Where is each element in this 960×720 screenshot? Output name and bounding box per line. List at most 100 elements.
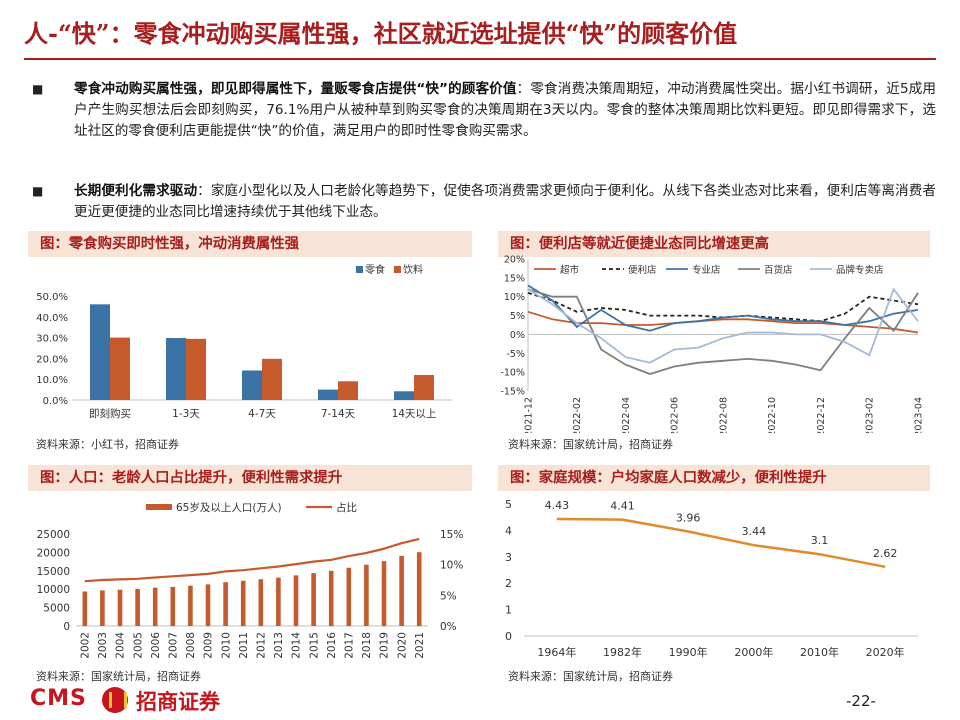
y-tick-label: 10000 bbox=[37, 584, 70, 596]
x-tick-label: 2021-12 bbox=[523, 397, 534, 433]
x-tick-label: 2006 bbox=[150, 632, 162, 659]
panel-header-snack-timing: 图：零食购买即时性强，冲动消费属性强 bbox=[28, 231, 472, 257]
bar-2011 bbox=[240, 580, 246, 626]
bar-零食-14天以上 bbox=[394, 391, 414, 400]
bullet-convenience-demand: ■ 长期便利化需求驱动：家庭小型化以及人口老龄化等趋势下，促使各项消费需求更倾向… bbox=[24, 181, 936, 227]
source-note-store-growth: 资料来源：国家统计局，招商证券 bbox=[508, 438, 673, 451]
legend-label-品牌专卖店: 品牌专卖店 bbox=[836, 264, 884, 276]
chart-snack-timing: 0.0% 10.0% 20.0% 30.0% 40.0% 50.0% 即刻购买 1-3天 4-7… bbox=[36, 263, 452, 420]
legend-swatch-零食 bbox=[356, 266, 363, 273]
source-note-aging-population: 资料来源：国家统计局，招商证券 bbox=[36, 670, 201, 683]
x-tick-label: 2022-06 bbox=[670, 397, 681, 433]
x-tick-label: 7-14天 bbox=[321, 408, 356, 420]
bar-饮料-4-7天 bbox=[262, 358, 282, 400]
x-tick-label: 2013 bbox=[273, 632, 285, 659]
data-label: 4.43 bbox=[545, 499, 570, 512]
panel-header-store-growth: 图：便利店等就近便捷业态同比增速更高 bbox=[498, 231, 930, 257]
x-tick-label: 2002 bbox=[79, 632, 91, 659]
x-tick-label: 2010 bbox=[220, 632, 232, 659]
y-tick-label: 15000 bbox=[37, 566, 70, 578]
y-tick-label: 20000 bbox=[37, 547, 70, 559]
y-tick-label: 30.0% bbox=[36, 334, 68, 345]
legend-swatch-饮料 bbox=[394, 266, 401, 273]
series-line-超市 bbox=[527, 310, 919, 334]
legend-label-专业店: 专业店 bbox=[692, 264, 721, 276]
x-tick-label: 2020年 bbox=[866, 645, 905, 659]
brand-logo: CMS 招商证券 bbox=[30, 684, 260, 714]
data-label: 3.44 bbox=[742, 525, 767, 538]
bullet-bold-lead: 零食冲动购买属性强，即见即得属性下，量贩零食店提供“快”的顾客价值 bbox=[74, 81, 517, 97]
bullet-text: 零食冲动购买属性强，即见即得属性下，量贩零食店提供“快”的顾客价值：零食消费决策… bbox=[74, 79, 936, 142]
bar-2002 bbox=[82, 591, 88, 626]
y-tick-label: -10% bbox=[500, 368, 525, 379]
bar-2003 bbox=[100, 590, 105, 626]
bar-2019 bbox=[381, 561, 387, 626]
legend-label-占比: 占比 bbox=[336, 501, 357, 514]
bullet-body: ：家庭小型化以及人口老龄化等趋势下，促使各项消费需求更倾向于便利化。从线下各类业… bbox=[74, 183, 936, 220]
bar-2006 bbox=[152, 587, 158, 626]
x-tick-label: 1-3天 bbox=[172, 408, 200, 420]
x-tick-label: 2023-04 bbox=[913, 397, 924, 433]
bar-零食-4-7天 bbox=[242, 370, 262, 400]
bar-2017 bbox=[346, 567, 352, 626]
bar-2007 bbox=[170, 586, 176, 626]
x-tick-label: 14天以上 bbox=[392, 408, 437, 420]
x-tick-label: 2003 bbox=[97, 632, 109, 659]
series-line-占比 bbox=[84, 537, 420, 583]
x-tick-label: 2023-02 bbox=[865, 397, 876, 433]
y-tick-label: 0% bbox=[510, 330, 525, 341]
y-tick-label: 50.0% bbox=[36, 292, 68, 303]
bar-2010 bbox=[223, 582, 228, 626]
data-label: 3.96 bbox=[676, 511, 701, 524]
logo-emblem-icon bbox=[102, 687, 128, 713]
series-line-品牌专卖店 bbox=[527, 287, 919, 364]
y-tick-label: 2 bbox=[505, 577, 512, 590]
x-tick-label: 2004 bbox=[115, 632, 127, 659]
bar-饮料-14天以上 bbox=[414, 375, 434, 400]
chart-aging-population: 0 5000 10000 15000 20000 25000 0% 5% 10% 15% 2002 2… bbox=[37, 501, 464, 659]
x-tick-label: 2014 bbox=[291, 632, 303, 659]
x-tick-label: 2005 bbox=[132, 632, 144, 659]
x-tick-label: 1982年 bbox=[603, 645, 642, 659]
x-tick-label: 2019 bbox=[379, 632, 391, 659]
bullet-body: ：零食消费决策周期短，冲动消费属性突出。据小红书调研，近5成用户产生购买想法后会… bbox=[74, 81, 936, 139]
y-tick-label: 15% bbox=[504, 273, 525, 284]
y-tick-label: 25000 bbox=[37, 529, 70, 541]
x-tick-label: 2022-04 bbox=[621, 397, 632, 433]
y-tick-label: 10.0% bbox=[36, 375, 68, 386]
bar-2008 bbox=[188, 585, 193, 626]
logo-chinese-text: 招商证券 bbox=[136, 689, 220, 714]
title-divider bbox=[24, 58, 936, 60]
bullet-bold-lead: 长期便利化需求驱动 bbox=[74, 183, 198, 199]
chart-store-growth: -15% -10% -5% 0% 5% 10% 15% 20% 2021-12 2022-02 20… bbox=[500, 255, 924, 433]
bar-2020 bbox=[399, 555, 404, 626]
x-tick-label: 2017 bbox=[343, 632, 355, 659]
bar-饮料-即刻购买 bbox=[110, 337, 130, 400]
panel-header-aging-population: 图：人口：老龄人口占比提升，便利性需求提升 bbox=[28, 465, 472, 491]
y-tick-label: 20.0% bbox=[36, 354, 68, 365]
x-tick-label: 2022-08 bbox=[718, 397, 729, 433]
bar-2015 bbox=[311, 573, 316, 626]
series-line-专业店 bbox=[527, 284, 919, 332]
bar-2004 bbox=[117, 589, 123, 626]
bar-2013 bbox=[276, 577, 281, 626]
x-tick-label: 1990年 bbox=[669, 645, 708, 659]
bar-2018 bbox=[364, 564, 369, 626]
y2-tick-label: 15% bbox=[440, 529, 463, 541]
bar-2016 bbox=[328, 570, 334, 626]
bar-饮料-7-14天 bbox=[338, 381, 358, 400]
bullet-snack-impulse: ■ 零食冲动购买属性强，即见即得属性下，量贩零食店提供“快”的顾客价值：零食消费… bbox=[24, 79, 936, 171]
y-tick-label: 0.0% bbox=[43, 396, 68, 407]
series-line-household-size bbox=[556, 517, 886, 569]
y2-tick-label: 0% bbox=[440, 621, 457, 633]
y2-tick-label: 5% bbox=[440, 590, 457, 602]
bar-2021 bbox=[416, 552, 422, 626]
bar-零食-7-14天 bbox=[318, 389, 338, 400]
bar-2012 bbox=[258, 579, 264, 626]
x-tick-label: 4-7天 bbox=[248, 408, 276, 420]
x-tick-label: 2022-12 bbox=[816, 397, 827, 433]
x-tick-label: 2022-02 bbox=[572, 397, 583, 433]
y2-tick-label: 10% bbox=[440, 560, 463, 572]
x-tick-label: 2009 bbox=[203, 632, 215, 659]
bar-零食-1-3天 bbox=[166, 338, 186, 400]
